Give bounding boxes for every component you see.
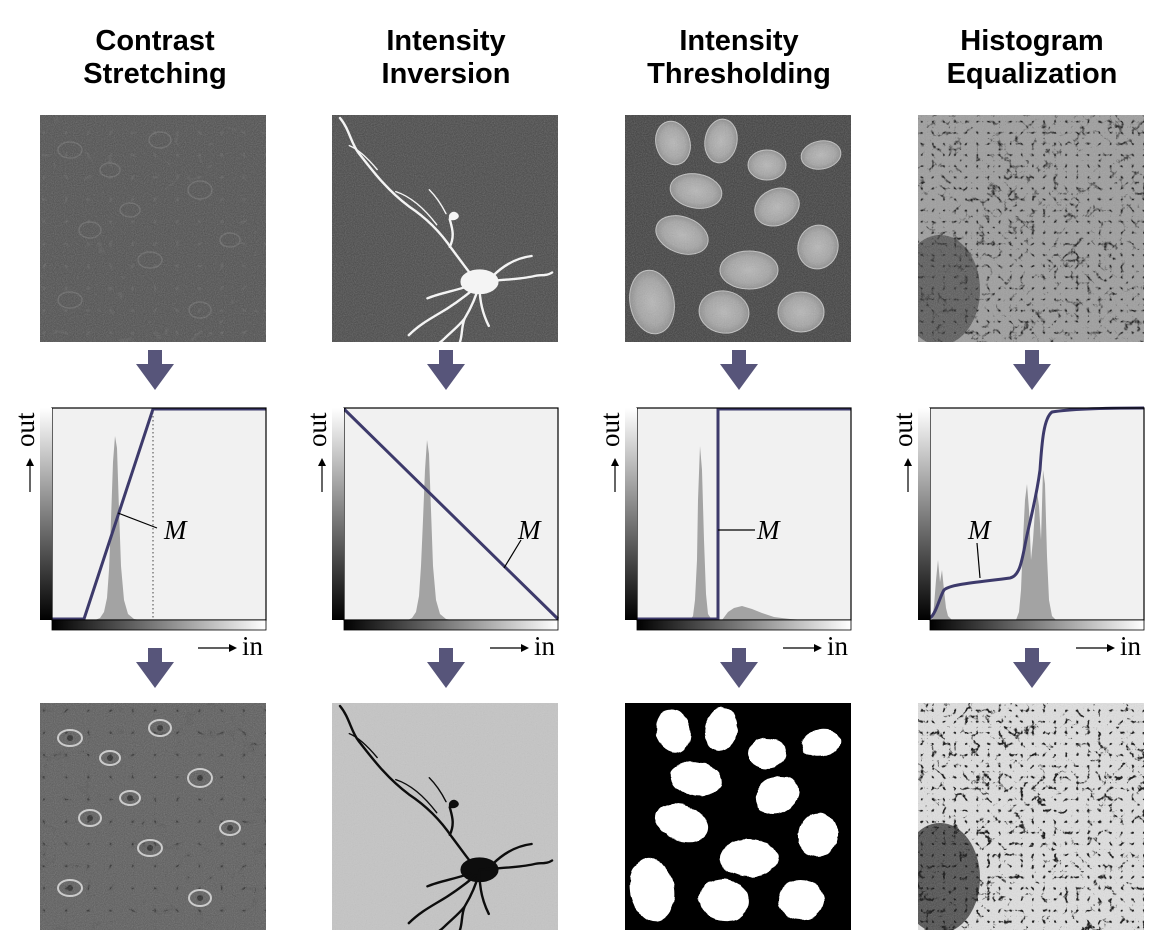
out-axis-label: out (595, 412, 625, 492)
arrow-right-icon (1107, 644, 1115, 652)
histogram (722, 606, 805, 620)
title-histogram-equalization-line1: Histogram (960, 25, 1103, 57)
arrow-up-icon (318, 458, 326, 466)
arrow-down-icon (1013, 648, 1051, 688)
mapping-label: M (967, 515, 992, 545)
svg-text:out: out (10, 412, 40, 447)
svg-text:in: in (534, 631, 556, 661)
title-histogram-equalization-line2: Equalization (947, 58, 1118, 90)
mapping-label-leader (503, 539, 522, 569)
input-intensity-bar (343, 619, 559, 631)
svg-text:in: in (827, 631, 849, 661)
histogram (408, 440, 452, 620)
mapping-label-leader (117, 512, 158, 529)
mapping-curve (52, 407, 266, 621)
mapping-label: M (517, 515, 542, 545)
mapping-plot-equalization: M out in (888, 406, 1145, 661)
output-intensity-bar (918, 408, 930, 620)
arrow-right-icon (814, 644, 822, 652)
arrow-down-icon (427, 350, 465, 390)
mapping-label: M (756, 515, 781, 545)
output-intensity-bar (332, 408, 344, 620)
image-contrast-after (40, 703, 266, 930)
title-intensity-thresholding-line1: Intensity (679, 25, 798, 57)
mapping-curve (342, 407, 560, 621)
svg-text:out: out (302, 412, 332, 447)
image-thresholding-before (624, 115, 851, 342)
arrow-down-icon (427, 648, 465, 688)
mapping-plot-inversion: M out in (302, 407, 560, 661)
arrow-up-icon (26, 458, 34, 466)
out-axis-label: out (10, 412, 40, 492)
mapping-curve (928, 406, 1145, 620)
svg-text:out: out (888, 412, 918, 447)
flow-arrows (136, 350, 1051, 688)
image-equalization-before (918, 115, 1144, 342)
title-intensity-inversion-line1: Intensity (386, 25, 505, 57)
image-thresholding-after (624, 703, 851, 930)
arrow-down-icon (136, 648, 174, 688)
svg-text:in: in (1120, 631, 1142, 661)
in-axis-label: in (198, 631, 264, 661)
in-axis-label: in (1076, 631, 1142, 661)
histogram (1016, 470, 1056, 620)
input-intensity-bar (636, 619, 852, 631)
title-intensity-inversion-line2: Inversion (382, 58, 511, 90)
output-intensity-bar (625, 408, 637, 620)
arrow-down-icon (136, 350, 174, 390)
out-axis-label: out (888, 412, 918, 492)
column-titles: Contrast Stretching Intensity Inversion … (83, 25, 1117, 90)
arrow-right-icon (521, 644, 529, 652)
arrow-up-icon (611, 458, 619, 466)
input-intensity-bar (929, 619, 1145, 631)
title-contrast-stretching-line1: Contrast (95, 25, 215, 57)
mapping-plot-contrast: M out in (10, 407, 267, 661)
histogram (690, 446, 712, 620)
arrow-down-icon (720, 350, 758, 390)
mapping-label: M (163, 515, 188, 545)
title-contrast-stretching-line2: Stretching (83, 58, 226, 90)
arrow-down-icon (720, 648, 758, 688)
in-axis-label: in (490, 631, 556, 661)
in-axis-label: in (783, 631, 849, 661)
out-axis-label: out (302, 412, 332, 492)
output-intensity-bar (40, 408, 52, 620)
mapping-label-leader (976, 542, 981, 579)
mapping-plot-thresholding: M out in (595, 407, 852, 661)
title-intensity-thresholding-line2: Thresholding (647, 58, 831, 90)
image-contrast-before (40, 115, 266, 342)
svg-text:out: out (595, 412, 625, 447)
arrow-down-icon (1013, 350, 1051, 390)
image-inversion-before (332, 115, 558, 342)
image-equalization-after (918, 703, 1144, 930)
mapping-curve (637, 407, 851, 621)
input-intensity-bar (51, 619, 267, 631)
arrow-up-icon (904, 458, 912, 466)
histogram (95, 436, 140, 620)
image-inversion-after (332, 703, 558, 930)
arrow-right-icon (229, 644, 237, 652)
svg-text:in: in (242, 631, 264, 661)
